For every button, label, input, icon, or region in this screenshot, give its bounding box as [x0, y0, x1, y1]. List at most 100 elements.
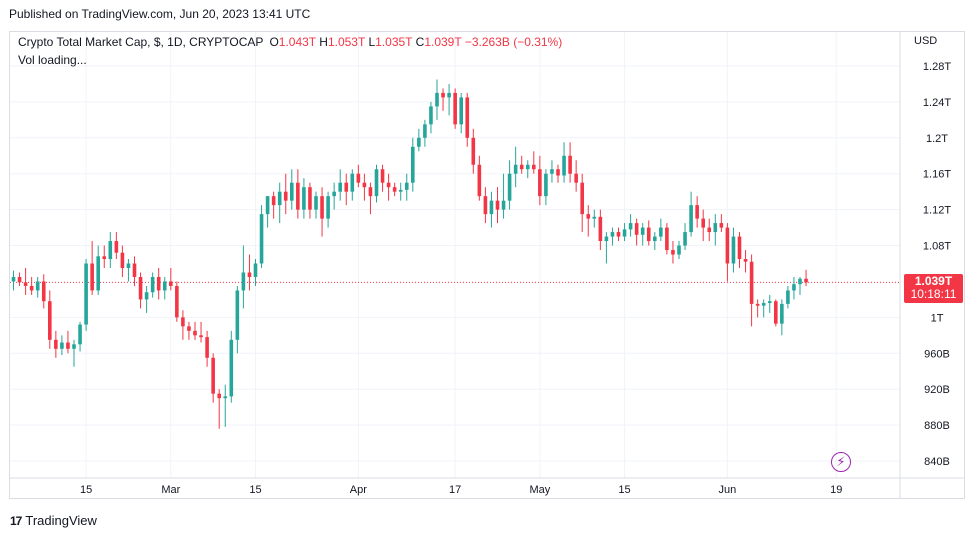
candle-body: [786, 290, 790, 304]
candle-body: [743, 259, 748, 262]
candle-body: [265, 196, 270, 215]
candle-body: [108, 241, 113, 260]
candle-body: [374, 169, 379, 197]
price-tick-label: 1.24T: [923, 97, 951, 109]
candle-body: [695, 205, 699, 219]
price-tick-label: 1T: [931, 312, 944, 324]
candle-body: [417, 137, 421, 147]
candle-body: [792, 284, 796, 291]
open-value: 1.043T: [278, 35, 316, 49]
candle-body: [713, 223, 718, 233]
candle-body: [592, 216, 597, 219]
candle-body: [253, 263, 258, 277]
candle-body: [29, 285, 34, 291]
time-tick-label: Apr: [350, 484, 367, 496]
candle-body: [205, 337, 209, 358]
candle-body: [586, 214, 591, 219]
candle-body: [774, 301, 778, 324]
candle-body: [386, 182, 391, 188]
candle-body: [804, 278, 808, 283]
candle-body: [223, 396, 228, 399]
candle-body: [41, 281, 46, 302]
candle-body: [193, 330, 197, 336]
candle-body: [181, 317, 185, 327]
candle-body: [707, 227, 712, 233]
candle-body: [356, 173, 361, 183]
candle-body: [126, 263, 131, 268]
candle-body: [761, 303, 766, 306]
candle-body: [314, 196, 318, 210]
candle-body: [447, 92, 451, 98]
candle-body: [798, 278, 802, 285]
candle-body: [737, 236, 742, 260]
candle-body: [199, 335, 203, 338]
candle-body: [628, 223, 633, 230]
candle-body: [302, 187, 306, 210]
candle-body: [580, 182, 584, 215]
time-tick-label: 15: [249, 484, 261, 496]
candle-body: [72, 344, 76, 349]
candle-body: [501, 200, 506, 210]
candle-body: [17, 276, 22, 283]
price-tick-label: 1.28T: [923, 61, 951, 73]
candle-body: [344, 182, 349, 192]
candle-body: [23, 282, 28, 286]
candle-body: [653, 236, 657, 242]
candle-body: [380, 169, 385, 183]
candle-body: [169, 281, 173, 286]
candle-body: [538, 169, 542, 197]
high-value: 1.053T: [327, 35, 366, 49]
time-tick-label: Jun: [719, 484, 737, 496]
candle-body: [392, 187, 397, 192]
open-label: O: [269, 35, 279, 49]
time-tick-label: May: [529, 484, 550, 496]
time-tick-label: Mar: [161, 484, 180, 496]
candle-body: [550, 169, 554, 174]
candle-body: [217, 393, 221, 399]
candle-body: [683, 232, 687, 246]
candle-body: [259, 214, 264, 264]
candle-body: [568, 155, 572, 174]
candle-body: [235, 290, 240, 340]
candle-body: [144, 292, 149, 300]
currency-label[interactable]: USD: [914, 35, 938, 47]
candle-body: [11, 276, 16, 282]
lightning-bolt-icon[interactable]: ⚡: [831, 452, 851, 472]
last-price-badge: 1.039T 10:18:11: [904, 274, 963, 303]
candle-body: [187, 326, 191, 331]
close-label: C: [415, 35, 425, 49]
candle-body: [320, 196, 324, 219]
change-value: −3.263B (−0.31%): [464, 35, 563, 49]
brand-name: TradingView: [25, 513, 97, 528]
candle-body: [671, 250, 675, 255]
candle-body: [162, 281, 167, 291]
candle-body: [519, 164, 524, 170]
footer-brand[interactable]: 17 TradingView: [10, 513, 97, 528]
candle-body: [211, 357, 215, 394]
candle-body: [622, 229, 627, 237]
candle-body: [780, 303, 784, 324]
time-tick-label: 17: [449, 484, 461, 496]
candle-body: [35, 281, 40, 291]
candle-body: [362, 182, 367, 188]
candle-body: [84, 263, 88, 325]
candle-body: [138, 276, 143, 300]
candle-body: [48, 301, 52, 340]
time-tick-label: 15: [618, 484, 630, 496]
candle-body: [489, 200, 494, 215]
candle-body: [719, 223, 724, 228]
candle-body: [150, 276, 155, 293]
candle-body: [60, 342, 64, 349]
candle-body: [749, 261, 754, 304]
low-label: L: [368, 35, 376, 49]
candle-body: [701, 218, 705, 228]
candle-body: [114, 241, 119, 253]
candle-body: [677, 245, 681, 255]
candle-body: [731, 236, 736, 264]
candle-body: [689, 205, 693, 233]
candle-body: [574, 173, 578, 183]
ohlc-values: O1.043T H1.053T L1.035T C1.039T −3.263B …: [269, 35, 562, 49]
high-label: H: [319, 35, 328, 49]
candle-body: [513, 164, 518, 174]
